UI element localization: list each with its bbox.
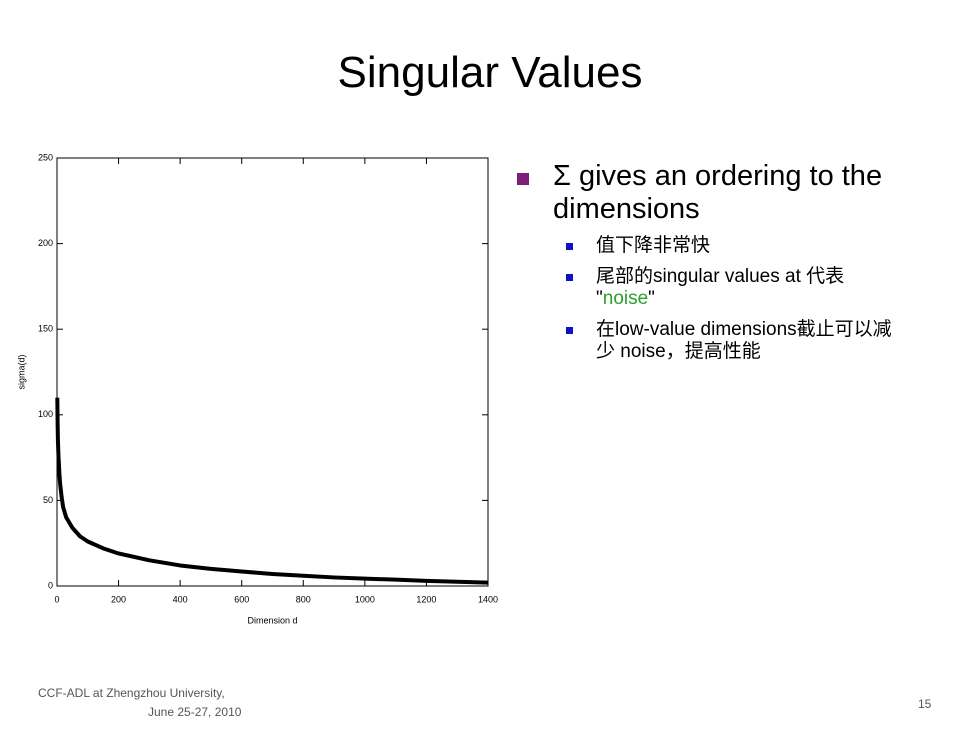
x-tick-label: 1000 bbox=[355, 594, 375, 604]
bullet-text: 尾部的singular values at 代表 " bbox=[596, 266, 845, 309]
x-tick-label: 200 bbox=[111, 594, 126, 604]
slide-title: Singular Values bbox=[337, 48, 643, 97]
x-tick-label: 1400 bbox=[478, 594, 498, 604]
sub-bullet: 尾部的singular values at 代表 "noise" bbox=[566, 266, 896, 310]
x-tick-label: 400 bbox=[173, 594, 188, 604]
sub-bullet: 在low-value dimensions截止可以减少 noise，提高性能 bbox=[566, 319, 896, 363]
bullet-text: 值下降非常快 bbox=[596, 235, 711, 256]
bullet-list: Σ gives an ordering to the dimensions 值下降… bbox=[517, 160, 923, 363]
y-axis-label: sigma(d) bbox=[16, 354, 26, 389]
x-tick-label: 0 bbox=[54, 594, 59, 604]
x-tick-label: 800 bbox=[296, 594, 311, 604]
x-axis-label: Dimension d bbox=[247, 615, 297, 625]
y-tick-label: 250 bbox=[38, 152, 53, 162]
plot-frame bbox=[56, 157, 489, 587]
footer: CCF-ADL at Zhengzhou University, June 25… bbox=[38, 684, 278, 722]
bullet-text: " bbox=[648, 288, 655, 309]
x-tick-label: 600 bbox=[234, 594, 249, 604]
y-tick-label: 100 bbox=[38, 409, 53, 419]
bullet-text: noise bbox=[602, 288, 649, 309]
data-line bbox=[55, 397, 489, 585]
page-number: 15 bbox=[918, 697, 932, 711]
bullet: Σ gives an ordering to the dimensions bbox=[517, 160, 923, 226]
y-tick-label: 150 bbox=[38, 324, 53, 334]
bullet-text: 在low-value dimensions截止可以减少 noise，提高性能 bbox=[596, 319, 892, 362]
footer-line: June 25-27, 2010 bbox=[148, 705, 242, 719]
y-tick-label: 200 bbox=[38, 238, 53, 248]
sub-bullet: 值下降非常快 bbox=[566, 235, 896, 257]
y-tick-label: 0 bbox=[48, 580, 53, 590]
footer-line: CCF-ADL at Zhengzhou University, bbox=[38, 686, 225, 700]
y-tick-label: 50 bbox=[43, 495, 53, 505]
x-tick-label: 1200 bbox=[416, 594, 436, 604]
